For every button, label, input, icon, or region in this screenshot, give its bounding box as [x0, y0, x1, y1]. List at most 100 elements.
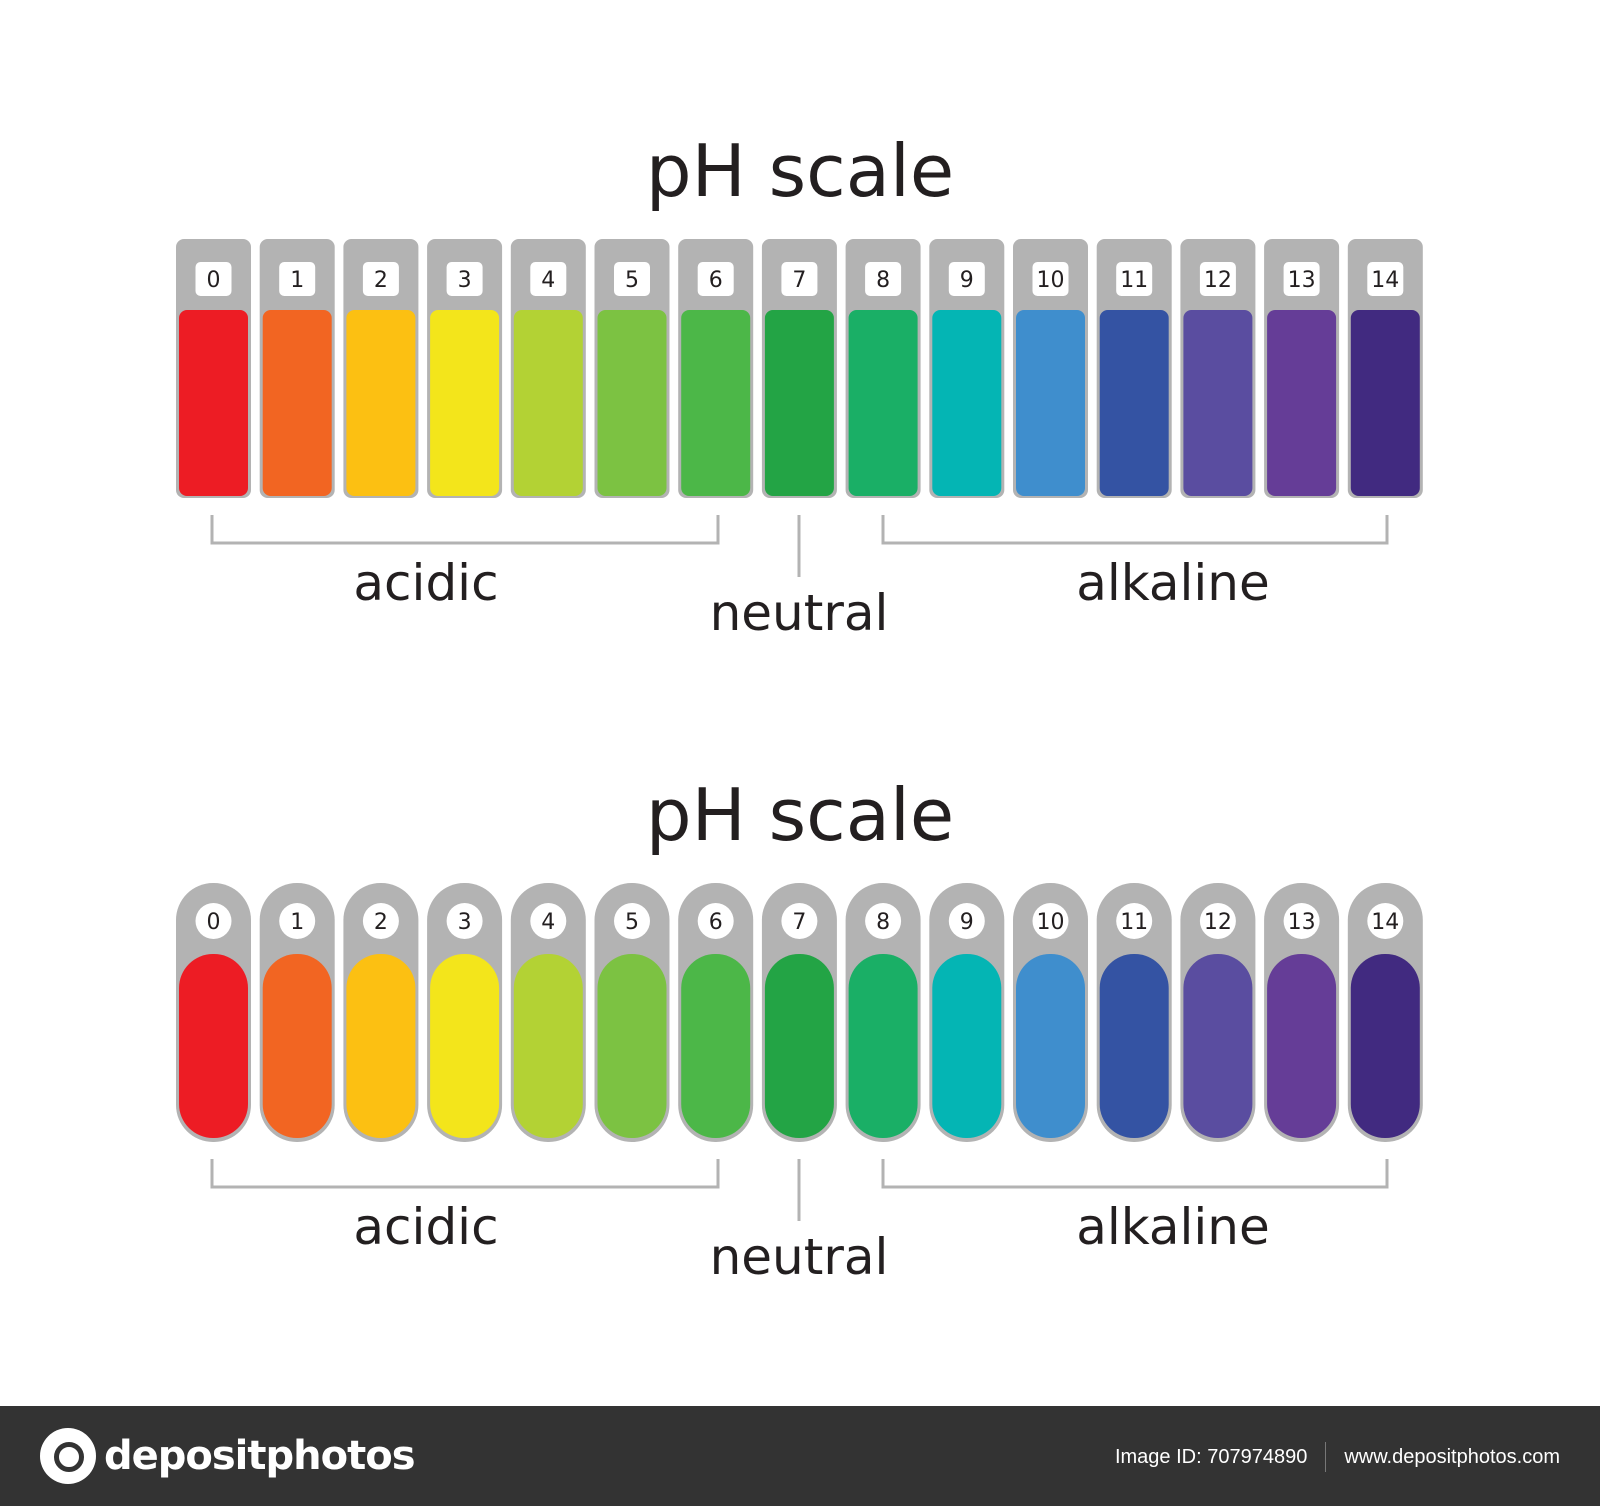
ph-tube-7: 7: [761, 883, 837, 1142]
color-swatch: [1099, 954, 1169, 1138]
color-swatch: [597, 310, 667, 496]
diagram-title: pH scale: [646, 773, 954, 857]
ph-tube-7: 7: [761, 239, 837, 498]
brand-name: depositphotos: [104, 1433, 416, 1479]
color-swatch: [1350, 310, 1420, 496]
color-swatch: [764, 954, 834, 1138]
number-badge: [279, 262, 316, 296]
ph-tube-1: 1: [259, 239, 335, 498]
number-badge: [1032, 903, 1069, 939]
number-badge: [1283, 903, 1320, 939]
ph-tube-6: 6: [678, 883, 754, 1142]
number-badge: [948, 262, 985, 296]
color-swatch: [681, 954, 751, 1138]
acidic-label: acidic: [353, 1198, 498, 1256]
color-swatch: [513, 954, 583, 1138]
ph-value-label: 3: [458, 910, 472, 935]
number-badge: [781, 262, 818, 296]
ph-value-label: 4: [541, 910, 555, 935]
ph-value-label: 10: [1037, 910, 1065, 935]
site-url[interactable]: www.depositphotos.com: [1344, 1445, 1560, 1468]
ph-tube-11: 11: [1096, 883, 1172, 1142]
ph-tube-0: 0: [176, 239, 251, 498]
ph-value-label: 11: [1120, 268, 1148, 293]
color-swatch: [346, 954, 416, 1138]
number-badge: [279, 903, 316, 939]
color-swatch: [1016, 310, 1085, 496]
ph-value-label: 2: [374, 910, 388, 935]
color-swatch: [1267, 310, 1337, 496]
ph-tube-10: 10: [1013, 883, 1088, 1142]
ph-tube-3: 3: [427, 239, 503, 498]
neutral-label: neutral: [710, 584, 889, 642]
ph-tube-6: 6: [678, 239, 754, 498]
ph-value-label: 8: [876, 268, 890, 293]
alkaline-label: alkaline: [1076, 1198, 1269, 1256]
ph-value-label: 0: [207, 910, 221, 935]
alkaline-bracket: [881, 1159, 1389, 1189]
ph-value-label: 8: [876, 910, 890, 935]
ph-tube-3: 3: [427, 883, 503, 1142]
ph-value-label: 13: [1288, 910, 1316, 935]
acidic-label: acidic: [353, 554, 498, 612]
number-badge: [530, 903, 567, 939]
color-swatch: [1016, 954, 1085, 1138]
ph-tube-0: 0: [176, 883, 251, 1142]
ph-value-label: 12: [1204, 268, 1232, 293]
ph-tube-13: 13: [1264, 883, 1340, 1142]
ph-value-label: 1: [290, 268, 304, 293]
acidic-bracket: [210, 1159, 720, 1189]
ph-tube-10: 10: [1013, 239, 1088, 498]
divider: [1325, 1442, 1327, 1472]
color-swatch: [430, 310, 500, 496]
ph-value-label: 3: [458, 268, 472, 293]
footer-bar: depositphotos Image ID: 707974890 www.de…: [0, 1406, 1600, 1506]
color-swatch: [1350, 954, 1420, 1138]
color-swatch: [262, 954, 332, 1138]
number-badge: [1283, 262, 1320, 296]
color-swatch: [681, 310, 751, 496]
number-badge: [865, 262, 902, 296]
number-badge: [1032, 262, 1069, 296]
number-badge: [1367, 262, 1404, 296]
color-swatch: [848, 954, 918, 1138]
color-swatch: [179, 954, 248, 1138]
number-badge: [1116, 262, 1153, 296]
color-swatch: [932, 954, 1002, 1138]
color-swatch: [1183, 954, 1253, 1138]
ph-tube-5: 5: [594, 883, 670, 1142]
number-badge: [697, 903, 734, 939]
image-id: Image ID: 707974890: [1114, 1445, 1308, 1468]
number-badge: [446, 903, 483, 939]
number-badge: [614, 262, 650, 296]
ph-value-label: 14: [1371, 910, 1399, 935]
alkaline-label: alkaline: [1076, 554, 1269, 612]
number-badge: [1116, 903, 1153, 939]
number-badge: [446, 262, 483, 296]
number-badge: [362, 262, 399, 296]
number-badge: [697, 262, 734, 296]
color-swatch: [848, 310, 918, 496]
camera-logo-icon: [40, 1428, 96, 1484]
ph-tube-1: 1: [259, 883, 335, 1142]
ph-value-label: 6: [709, 910, 723, 935]
ph-value-label: 9: [960, 910, 974, 935]
ph-tube-14: 14: [1347, 239, 1423, 498]
ph-value-label: 9: [960, 268, 974, 293]
ph-value-label: 5: [625, 268, 639, 293]
brand-logo[interactable]: depositphotos: [40, 1428, 416, 1484]
ph-value-label: 12: [1204, 910, 1232, 935]
ph-value-label: 0: [207, 268, 221, 293]
ph-value-label: 4: [541, 268, 555, 293]
ph-tube-2: 2: [343, 883, 419, 1142]
number-badge: [362, 903, 399, 939]
ph-value-label: 6: [709, 268, 723, 293]
number-badge: [614, 903, 650, 939]
color-swatch: [932, 310, 1002, 496]
number-badge: [530, 262, 567, 296]
color-swatch: [346, 310, 416, 496]
number-badge: [195, 903, 232, 939]
number-badge: [781, 903, 818, 939]
